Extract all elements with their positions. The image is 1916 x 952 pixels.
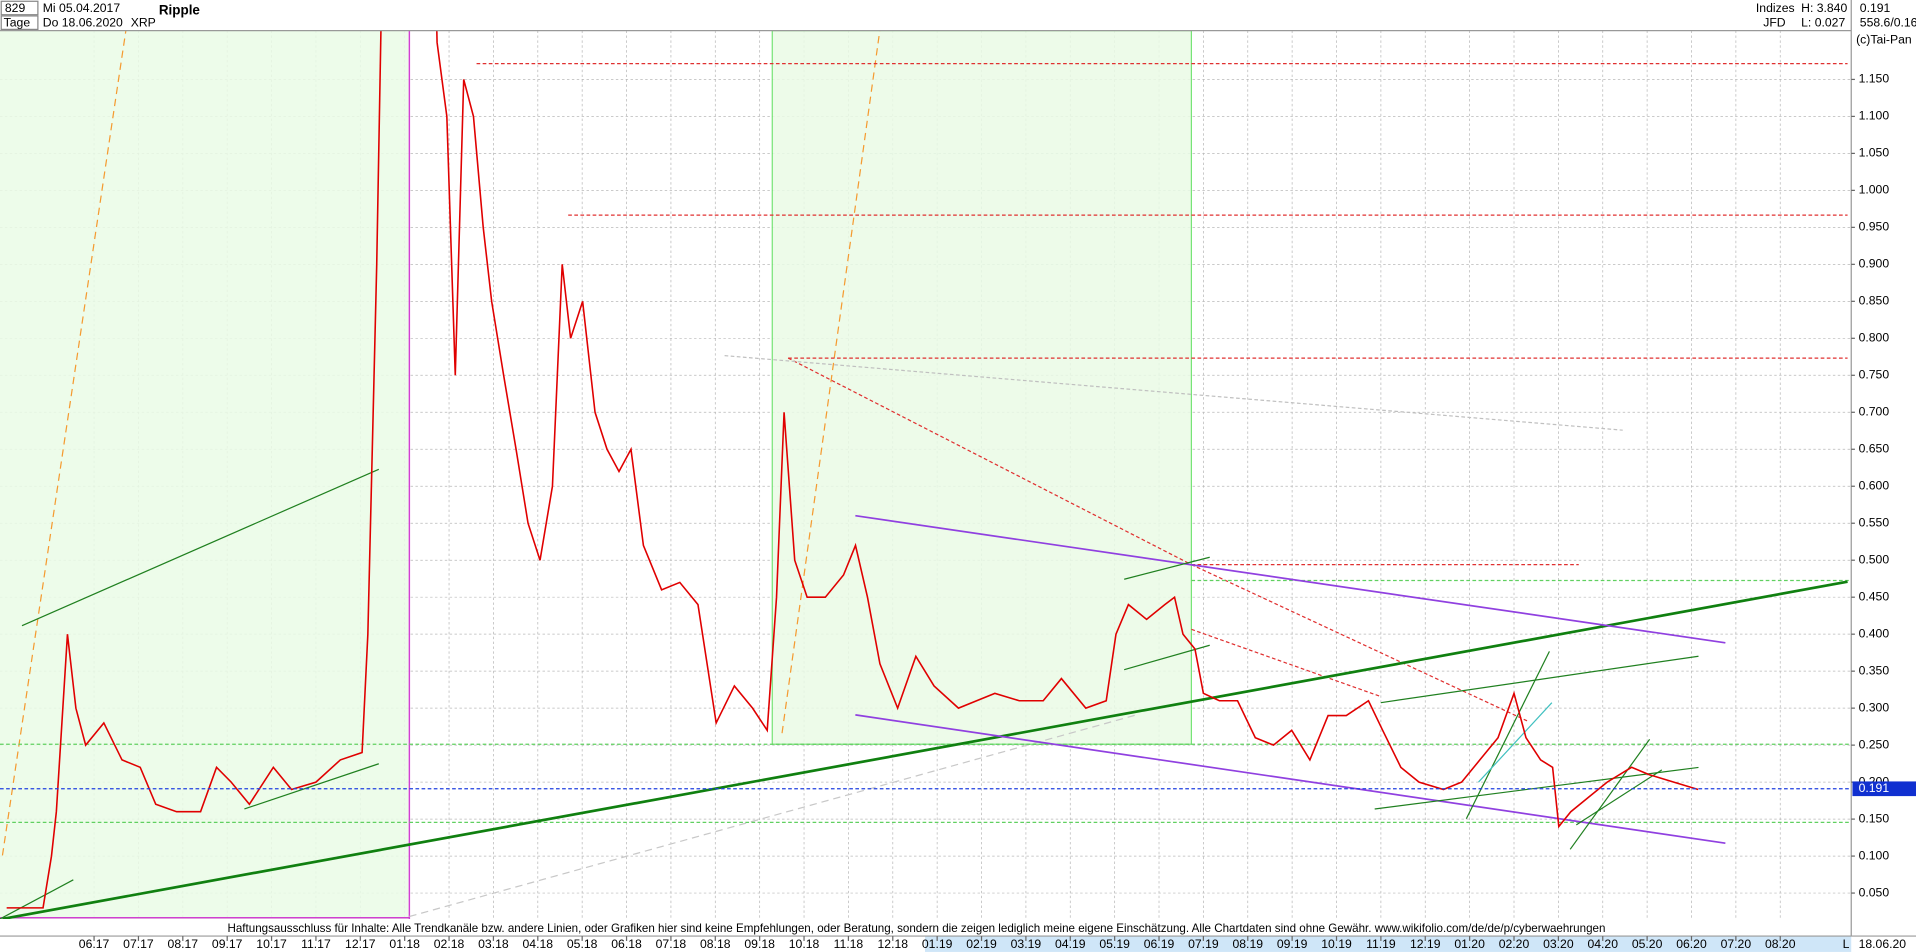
x-tick-label: 05.20 bbox=[1632, 937, 1663, 951]
y-tick-label: 0.050 bbox=[1859, 885, 1890, 899]
y-tick-label: 1.150 bbox=[1859, 72, 1890, 86]
y-tick-label: 0.250 bbox=[1859, 737, 1890, 751]
x-tick-label: 11.18 bbox=[834, 937, 864, 951]
y-tick-label: 0.350 bbox=[1859, 663, 1890, 677]
x-tick-label: 11.19 bbox=[1366, 937, 1396, 951]
symbol: XRP bbox=[131, 15, 156, 29]
x-tick-label: 04.19 bbox=[1055, 937, 1086, 951]
y-tick-label: 0.750 bbox=[1859, 368, 1890, 382]
y-tick-label: 1.100 bbox=[1859, 109, 1890, 123]
x-tick-label: 06.20 bbox=[1676, 937, 1707, 951]
start-date: Mi 05.04.2017 bbox=[43, 1, 121, 15]
x-tick-label: 03.18 bbox=[478, 937, 509, 951]
x-tick-label: 03.20 bbox=[1543, 937, 1574, 951]
last: 0.191 bbox=[1860, 1, 1891, 15]
category: Indizes bbox=[1756, 1, 1795, 15]
x-tick-label: 07.20 bbox=[1721, 937, 1752, 951]
y-tick-label: 1.000 bbox=[1859, 183, 1890, 197]
x-tick-label: 12.19 bbox=[1410, 937, 1441, 951]
last-price-label: 0.191 bbox=[1859, 781, 1890, 795]
x-tick-label: 07.19 bbox=[1188, 937, 1219, 951]
y-tick-label: 0.500 bbox=[1859, 552, 1890, 566]
y-tick-label: 0.600 bbox=[1859, 478, 1890, 492]
y-tick-label: 0.100 bbox=[1859, 848, 1890, 862]
series-layer bbox=[6, 30, 1699, 909]
period-count: 829 bbox=[5, 1, 26, 15]
x-tick-label: 08.18 bbox=[700, 937, 731, 951]
x-tick-label: 12.17 bbox=[345, 937, 376, 951]
y-tick-label: 0.450 bbox=[1859, 589, 1890, 603]
y-tick-label: 0.650 bbox=[1859, 441, 1890, 455]
x-tick-label: 08.17 bbox=[168, 937, 199, 951]
period-box[interactable] bbox=[0, 0, 39, 16]
x-tick-label: 10.18 bbox=[789, 937, 820, 951]
axis-highlight bbox=[925, 936, 1852, 952]
x-tick-label: 01.20 bbox=[1454, 937, 1485, 951]
x-tick-label: 08.20 bbox=[1765, 937, 1796, 951]
x-tick-label: 05.18 bbox=[567, 937, 598, 951]
corner-label: L bbox=[1843, 937, 1850, 951]
y-tick-label: 0.550 bbox=[1859, 515, 1890, 529]
x-tick-label: 09.19 bbox=[1277, 937, 1308, 951]
interval-box[interactable] bbox=[0, 15, 39, 30]
y-tick-label: 0.800 bbox=[1859, 331, 1890, 345]
x-tick-label: 01.18 bbox=[389, 937, 420, 951]
x-tick-label: 03.19 bbox=[1011, 937, 1042, 951]
y-tick-label: 0.300 bbox=[1859, 700, 1890, 714]
last-price-box bbox=[1852, 781, 1916, 797]
interval: Tage bbox=[4, 15, 31, 29]
x-tick-label: 07.17 bbox=[123, 937, 154, 951]
zone bbox=[0, 30, 409, 919]
x-tick-label: 06.17 bbox=[79, 937, 110, 951]
x-tick-label: 12.18 bbox=[878, 937, 909, 951]
y-tick-label: 0.850 bbox=[1859, 294, 1890, 308]
x-tick-label: 10.19 bbox=[1321, 937, 1352, 951]
zone bbox=[771, 30, 1193, 745]
y-tick-label: 0.900 bbox=[1859, 257, 1890, 271]
x-tick-label: 01.19 bbox=[922, 937, 953, 951]
x-tick-label: 09.17 bbox=[212, 937, 243, 951]
x-tick-label: 06.18 bbox=[611, 937, 642, 951]
x-tick-label: 04.18 bbox=[523, 937, 554, 951]
y-tick-label: 0.400 bbox=[1859, 626, 1890, 640]
x-tick-label: 02.20 bbox=[1499, 937, 1530, 951]
x-tick-label: 05.19 bbox=[1099, 937, 1130, 951]
x-tick-label: 08.19 bbox=[1232, 937, 1263, 951]
x-tick-label: 04.20 bbox=[1587, 937, 1618, 951]
source: JFD bbox=[1763, 15, 1786, 29]
x-tick-label: 10.17 bbox=[256, 937, 287, 951]
y-tick-label: 0.150 bbox=[1859, 811, 1890, 825]
extra: 558.6/0.16 bbox=[1860, 15, 1916, 29]
footer-note: Haftungsausschluss für Inhalte: Alle Tre… bbox=[227, 922, 1605, 935]
copyright: (c)Tai-Pan bbox=[1856, 33, 1912, 47]
drawings bbox=[0, 30, 1852, 919]
y-tick-label: 1.050 bbox=[1859, 146, 1890, 160]
x-end-label: 18.06.20 bbox=[1859, 937, 1907, 951]
title: Ripple bbox=[159, 3, 201, 18]
x-tick-label: 02.19 bbox=[966, 937, 997, 951]
end-date: Do 18.06.2020 bbox=[43, 15, 123, 29]
low: L: 0.027 bbox=[1801, 15, 1845, 29]
x-tick-label: 07.18 bbox=[656, 937, 687, 951]
x-tick-label: 02.18 bbox=[434, 937, 465, 951]
x-tick-label: 11.17 bbox=[301, 937, 331, 951]
price-line bbox=[6, 30, 1699, 909]
high: H: 3.840 bbox=[1801, 1, 1847, 15]
y-tick-label: 0.700 bbox=[1859, 404, 1890, 418]
x-tick-label: 09.18 bbox=[744, 937, 775, 951]
y-tick-label: 0.950 bbox=[1859, 220, 1890, 234]
x-tick-label: 06.19 bbox=[1144, 937, 1175, 951]
